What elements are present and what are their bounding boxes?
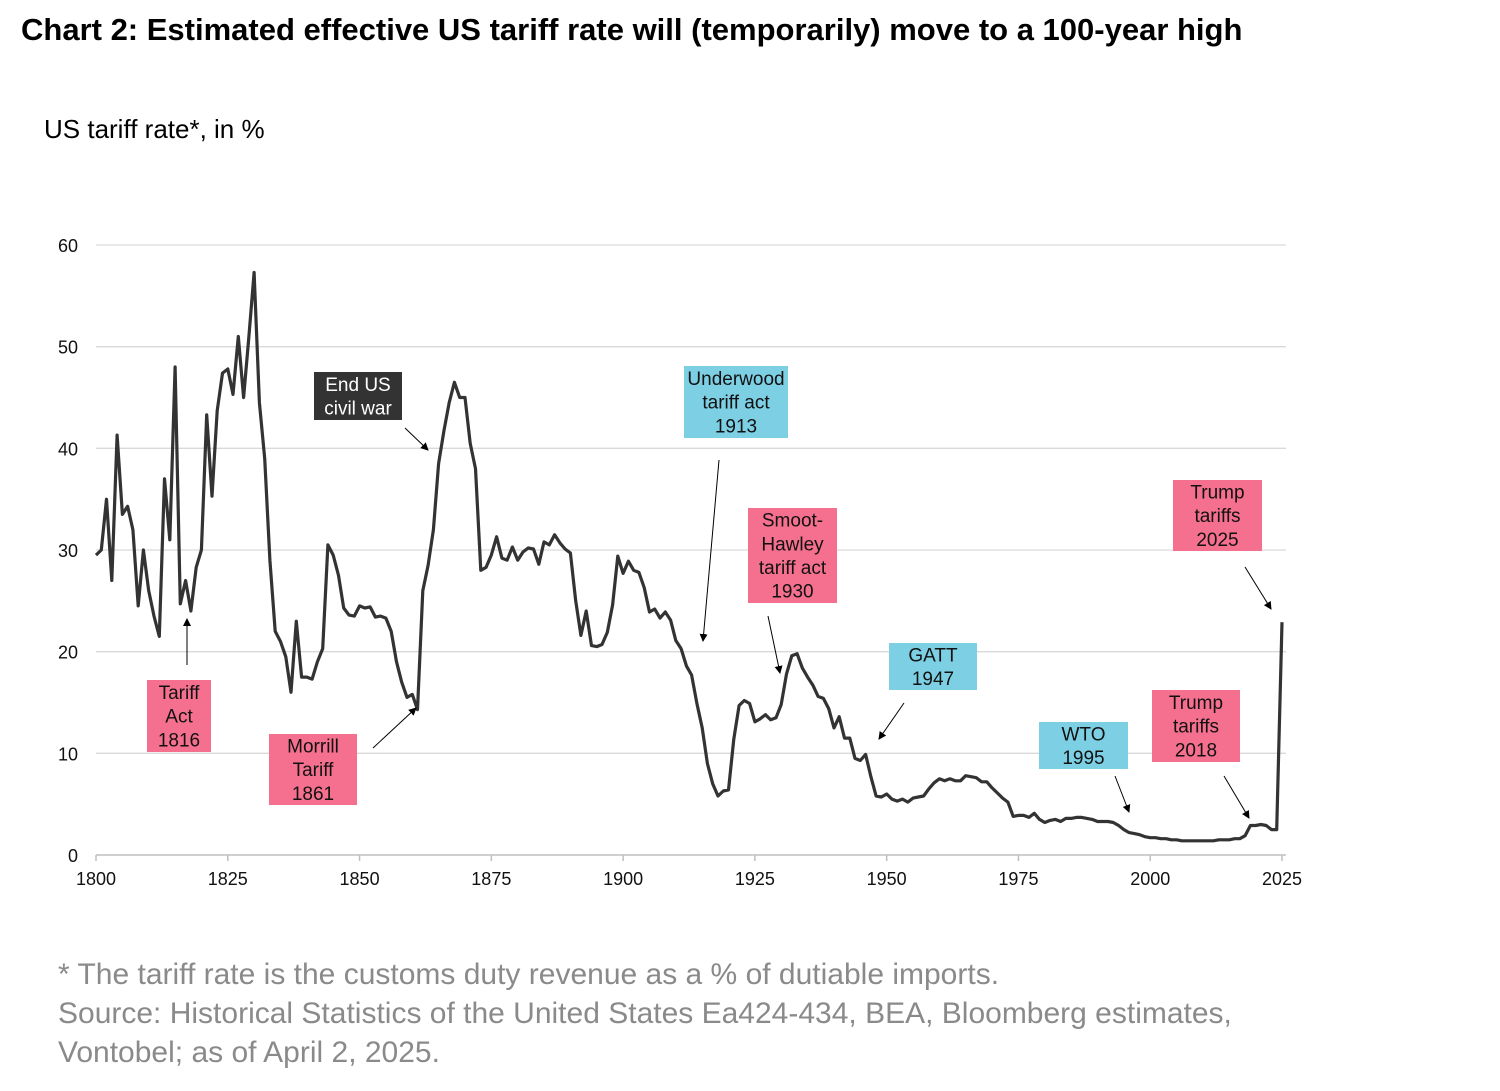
annotation-gatt-1947: GATT 1947 — [878, 643, 977, 740]
chart-title: Chart 2: Estimated effective US tariff r… — [21, 12, 1243, 47]
annotation-arrow — [878, 702, 905, 740]
annotation-text: Smoot- — [762, 511, 823, 532]
annotation-text: WTO — [1062, 724, 1106, 745]
annotation-text: 1930 — [771, 582, 813, 603]
y-axis-label: US tariff rate*, in % — [44, 114, 265, 144]
annotation-text: 2025 — [1196, 530, 1238, 551]
annotation-wto-1995: WTO 1995 — [1039, 722, 1131, 813]
y-tick-label: 30 — [58, 541, 78, 561]
annotation-text: Act — [165, 707, 193, 728]
footnote: * The tariff rate is the customs duty re… — [58, 955, 1232, 1072]
footnote-source: Source: Historical Statistics of the Uni… — [58, 997, 1232, 1030]
annotation-text: Hawley — [761, 534, 824, 555]
footnote-source-cont: Vontobel; as of April 2, 2025. — [58, 1036, 440, 1069]
x-tick-label: 1950 — [867, 869, 907, 889]
y-tick-label: 0 — [68, 846, 78, 866]
annotation-box — [147, 680, 211, 752]
x-tick-label: 2000 — [1130, 869, 1170, 889]
annotation-text: tariff act — [702, 393, 770, 414]
x-tick-label: 1925 — [735, 869, 775, 889]
annotation-text: Morrill — [287, 736, 339, 757]
x-tick-label: 1900 — [603, 869, 643, 889]
tariff-rate-line — [94, 270, 1284, 843]
annotation-box — [889, 643, 977, 690]
annotation-morrill-tariff-1861: Morrill Tariff 1861 — [269, 707, 417, 805]
annotation-text: Underwood — [687, 369, 784, 390]
annotation-text: GATT — [908, 645, 958, 666]
annotation-arrow — [767, 615, 783, 674]
annotation-text: civil war — [324, 398, 392, 419]
x-tick-label: 1825 — [208, 869, 248, 889]
annotation-text: End US — [325, 375, 390, 396]
y-tick-label: 40 — [58, 439, 78, 459]
annotation-arrow — [1223, 775, 1250, 819]
annotation-text: 1913 — [715, 416, 757, 437]
annotation-text: 1816 — [158, 730, 200, 751]
annotation-box — [1039, 722, 1128, 769]
annotation-text: 1995 — [1062, 748, 1104, 769]
annotation-text: 1947 — [912, 669, 954, 690]
annotation-arrow — [404, 427, 429, 451]
annotation-text: tariff act — [759, 558, 827, 579]
annotation-arrow — [699, 459, 720, 642]
annotation-box — [684, 366, 788, 438]
annotation-box — [1152, 690, 1240, 762]
annotation-text: tariffs — [1173, 717, 1219, 738]
footnote-line: * The tariff rate is the customs duty re… — [58, 958, 1000, 991]
x-tick-label: 1875 — [471, 869, 511, 889]
annotation-text: tariffs — [1194, 506, 1240, 527]
x-tick-label: 1850 — [340, 869, 380, 889]
annotation-text: Tariff — [293, 760, 335, 781]
annotation-smoot-hawley-tariff-act-1930: Smoot-Hawley tariff act 1930 — [748, 508, 837, 674]
annotation-text: Trump — [1169, 693, 1223, 714]
annotation-box — [269, 734, 357, 805]
x-tick-label: 1975 — [998, 869, 1038, 889]
annotation-trump-tariffs-2025: Trump tariffs 2025 — [1173, 480, 1272, 610]
annotation-text: 1861 — [292, 784, 334, 805]
x-tick-label: 2025 — [1262, 869, 1302, 889]
y-tick-label: 20 — [58, 643, 78, 663]
annotation-box — [1173, 480, 1262, 551]
annotation-text: Trump — [1190, 482, 1244, 503]
y-tick-label: 50 — [58, 338, 78, 358]
y-tick-label: 10 — [58, 744, 78, 764]
annotation-arrow — [372, 707, 417, 749]
annotation-text: Tariff — [159, 683, 201, 704]
annotation-box — [314, 372, 402, 420]
annotation-arrow — [1114, 775, 1131, 813]
annotation-box — [748, 508, 837, 603]
annotation-text: 2018 — [1175, 740, 1217, 761]
y-tick-label: 60 — [58, 236, 78, 256]
x-tick-label: 1800 — [76, 869, 116, 889]
annotation-arrow — [1244, 566, 1272, 610]
